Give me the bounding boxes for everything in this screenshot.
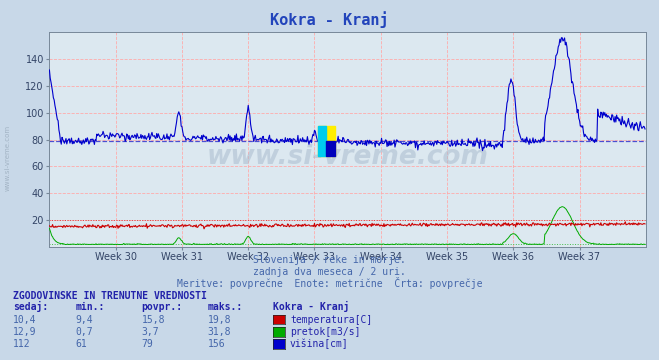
Text: ZGODOVINSKE IN TRENUTNE VREDNOSTI: ZGODOVINSKE IN TRENUTNE VREDNOSTI — [13, 291, 207, 301]
Text: www.si-vreme.com: www.si-vreme.com — [207, 144, 488, 170]
Text: Slovenija / reke in morje.: Slovenija / reke in morje. — [253, 255, 406, 265]
Text: 156: 156 — [208, 339, 225, 349]
Text: Meritve: povprečne  Enote: metrične  Črta: povprečje: Meritve: povprečne Enote: metrične Črta:… — [177, 277, 482, 289]
Text: 61: 61 — [76, 339, 88, 349]
Text: 10,4: 10,4 — [13, 315, 37, 325]
Text: www.si-vreme.com: www.si-vreme.com — [5, 125, 11, 192]
Bar — [318, 126, 335, 156]
Text: povpr.:: povpr.: — [142, 302, 183, 312]
Text: zadnja dva meseca / 2 uri.: zadnja dva meseca / 2 uri. — [253, 267, 406, 277]
Text: 9,4: 9,4 — [76, 315, 94, 325]
Text: min.:: min.: — [76, 302, 105, 312]
Text: sedaj:: sedaj: — [13, 301, 48, 312]
Bar — [318, 126, 326, 156]
Text: 0,7: 0,7 — [76, 327, 94, 337]
Text: 15,8: 15,8 — [142, 315, 165, 325]
Text: 79: 79 — [142, 339, 154, 349]
Text: 112: 112 — [13, 339, 31, 349]
Text: maks.:: maks.: — [208, 302, 243, 312]
Text: 12,9: 12,9 — [13, 327, 37, 337]
Bar — [326, 141, 335, 156]
Text: 31,8: 31,8 — [208, 327, 231, 337]
Text: temperatura[C]: temperatura[C] — [290, 315, 372, 325]
Text: 3,7: 3,7 — [142, 327, 159, 337]
Text: Kokra - Kranj: Kokra - Kranj — [270, 12, 389, 28]
Text: višina[cm]: višina[cm] — [290, 339, 349, 349]
Text: Kokra - Kranj: Kokra - Kranj — [273, 301, 350, 312]
Text: 19,8: 19,8 — [208, 315, 231, 325]
Text: pretok[m3/s]: pretok[m3/s] — [290, 327, 360, 337]
